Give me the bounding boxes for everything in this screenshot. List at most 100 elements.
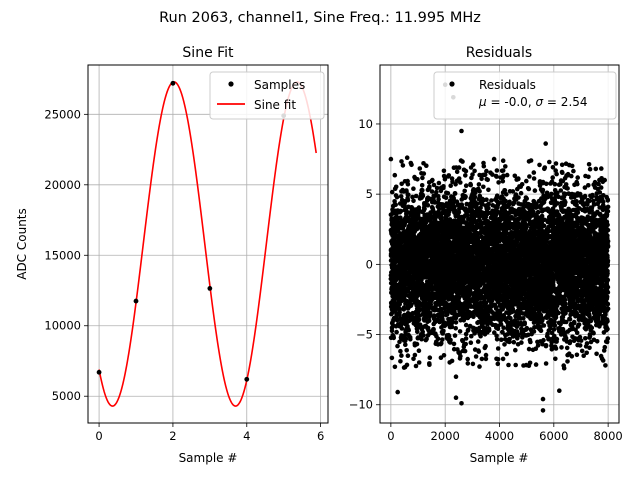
residual-point (483, 343, 488, 349)
residual-point (415, 329, 420, 335)
residual-point (405, 181, 411, 187)
residual-point (431, 326, 436, 332)
residual-point (408, 337, 413, 342)
residual-point (476, 349, 482, 354)
sample-point (96, 369, 102, 375)
residual-point (420, 187, 425, 193)
residual-point (404, 362, 410, 368)
residual-point (503, 198, 508, 204)
residual-point (500, 168, 506, 173)
legend-samples-marker (228, 81, 234, 87)
residual-point (500, 356, 506, 362)
residual-point (453, 320, 459, 325)
sine-fit-grid (88, 65, 328, 423)
residual-point (399, 159, 404, 164)
residual-point (426, 318, 432, 324)
residual-point (477, 364, 482, 369)
residual-point (495, 361, 501, 367)
residual-point (400, 163, 406, 168)
residual-point (416, 360, 422, 365)
residual-point (406, 328, 412, 333)
residual-point (399, 353, 404, 358)
residual-point (504, 192, 509, 197)
residual-point (500, 178, 506, 184)
residual-point (463, 331, 469, 337)
residual-point (446, 333, 452, 339)
residual-point (389, 189, 395, 195)
residual-point (403, 342, 408, 348)
residual-point (391, 335, 397, 341)
residual-point (446, 173, 452, 178)
y-tick-label: 5000 (52, 389, 81, 403)
residual-point (442, 176, 448, 182)
residual-point (494, 168, 500, 173)
residual-point (413, 193, 419, 199)
residuals-title: Residuals (466, 45, 532, 61)
residual-point (472, 194, 478, 200)
residual-point (440, 313, 445, 319)
residual-point (439, 340, 444, 346)
residual-point (472, 168, 477, 174)
residual-point (420, 329, 426, 335)
x-tick-label: 4000 (485, 429, 514, 443)
residual-point (449, 358, 455, 364)
residual-point (465, 356, 471, 362)
residual-point (506, 362, 511, 368)
residual-point (494, 337, 500, 342)
residual-point (427, 355, 433, 361)
sine-fit-line (98, 81, 317, 407)
residual-point (456, 176, 462, 181)
residual-point (466, 327, 471, 333)
residual-point (477, 188, 482, 194)
residual-point (411, 356, 416, 362)
residual-point (429, 189, 435, 194)
residual-point (475, 339, 481, 344)
residual-point (420, 193, 426, 199)
residual-point (486, 205, 491, 211)
residuals-data (388, 82, 611, 413)
residual-point (434, 189, 439, 195)
residual-point (398, 194, 404, 199)
sample-point (170, 80, 176, 86)
residual-point (511, 339, 517, 345)
residual-point (398, 359, 403, 364)
residual-point (486, 187, 491, 193)
y-tick-label: 0 (366, 257, 373, 271)
sample-point (207, 285, 213, 291)
residual-point (516, 195, 521, 200)
residual-point (463, 322, 469, 328)
residual-point (516, 176, 521, 182)
residual-point (463, 336, 469, 341)
residual-point (404, 348, 410, 353)
residual-point (421, 333, 426, 338)
residual-point (500, 158, 506, 163)
residual-point (435, 336, 441, 342)
residual-point (452, 204, 457, 210)
sample-point (133, 298, 139, 304)
residual-point (495, 346, 501, 351)
residual-point (451, 341, 457, 347)
y-tick-label: 10000 (44, 319, 81, 333)
legend-sine-fit-label: Sine fit (254, 98, 296, 112)
residual-point (474, 205, 480, 211)
residual-point (460, 159, 465, 164)
residual-point (414, 341, 420, 347)
residual-point (465, 213, 470, 218)
residual-point (411, 186, 416, 191)
residual-point (463, 173, 468, 178)
residual-point (495, 357, 501, 362)
residual-point (394, 329, 399, 335)
residual-point (504, 172, 510, 178)
residual-point (465, 361, 471, 366)
residual-point (478, 205, 483, 211)
residual-point (441, 184, 446, 189)
residual-point (484, 197, 489, 202)
residual-point (398, 208, 404, 214)
residual-point (456, 209, 462, 215)
residual-point (456, 295, 462, 301)
residual-point (489, 198, 494, 203)
residual-point (494, 174, 499, 179)
residual-point (431, 182, 437, 188)
residual-point (438, 355, 444, 361)
